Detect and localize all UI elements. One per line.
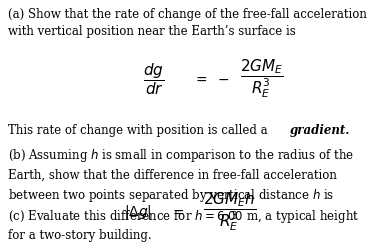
Text: This rate of change with position is called a: This rate of change with position is cal… xyxy=(8,124,271,137)
Text: $\dfrac{dg}{dr}$: $\dfrac{dg}{dr}$ xyxy=(142,61,164,96)
Text: $\dfrac{2GM_E}{R_E^3}$: $\dfrac{2GM_E}{R_E^3}$ xyxy=(241,58,284,100)
Text: $=$: $=$ xyxy=(170,204,185,218)
Text: (c) Evaluate this difference for $h = 6.00$ m, a typical height
for a two-story : (c) Evaluate this difference for $h = 6.… xyxy=(8,207,359,241)
Text: $= \ -$: $= \ -$ xyxy=(193,72,230,86)
Text: $\dfrac{2GM_E h}{R_E^3}$: $\dfrac{2GM_E h}{R_E^3}$ xyxy=(203,190,257,232)
Text: gradient.: gradient. xyxy=(290,124,350,137)
Text: (a) Show that the rate of change of the free-fall acceleration
with vertical pos: (a) Show that the rate of change of the … xyxy=(8,8,367,38)
Text: $|\Delta g|$: $|\Delta g|$ xyxy=(124,202,152,220)
Text: (b) Assuming $h$ is small in comparison to the radius of the
Earth, show that th: (b) Assuming $h$ is small in comparison … xyxy=(8,146,354,203)
